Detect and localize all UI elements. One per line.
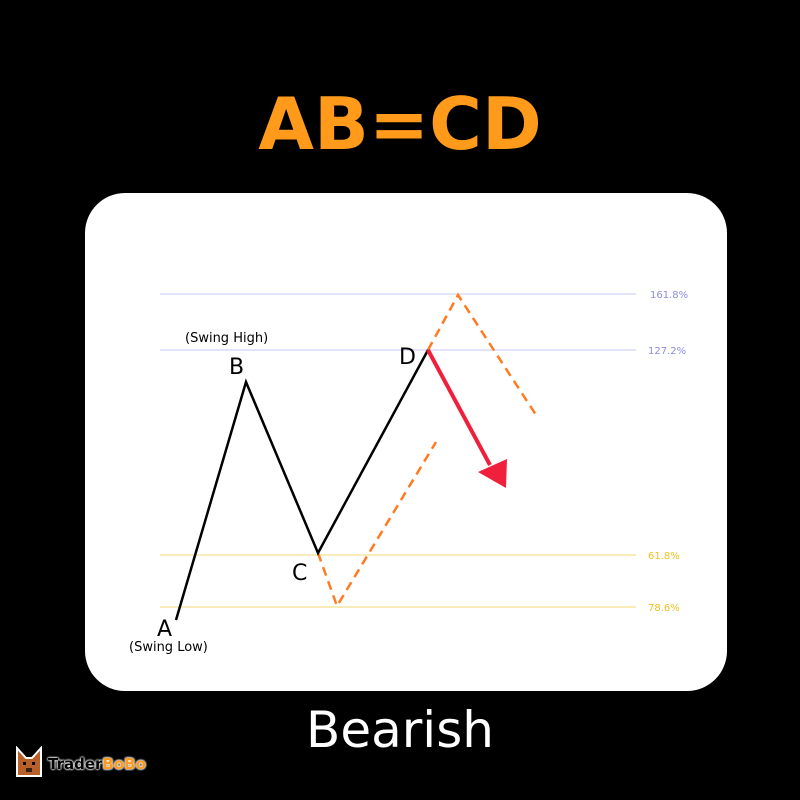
level-78-label: 78.6% — [648, 603, 680, 614]
diagram-card — [85, 193, 727, 691]
swing-high-label: (Swing High) — [185, 331, 268, 346]
projection-lower — [316, 441, 438, 609]
dog-mascot-icon — [16, 746, 42, 777]
point-d: D — [399, 345, 416, 370]
logo-text-bobo: BoBo — [102, 755, 146, 773]
logo: Trader BoBo — [14, 746, 146, 782]
bearish-arrow-head — [478, 459, 507, 488]
swing-low-label: (Swing Low) — [129, 640, 208, 655]
projection-upper — [426, 292, 540, 419]
level-61-label: 61.8% — [648, 551, 680, 562]
point-b: B — [229, 355, 244, 380]
level-161-label: 161.8% — [650, 290, 688, 301]
point-c: C — [292, 561, 307, 586]
point-a: A — [157, 617, 172, 642]
subtitle: Bearish — [306, 701, 494, 759]
title: AB=CD — [258, 82, 542, 166]
level-127-label: 127.2% — [648, 346, 686, 357]
abcd-pattern-line — [174, 349, 430, 621]
bearish-arrow-shaft — [426, 349, 492, 466]
logo-text-trader: Trader — [48, 755, 103, 773]
